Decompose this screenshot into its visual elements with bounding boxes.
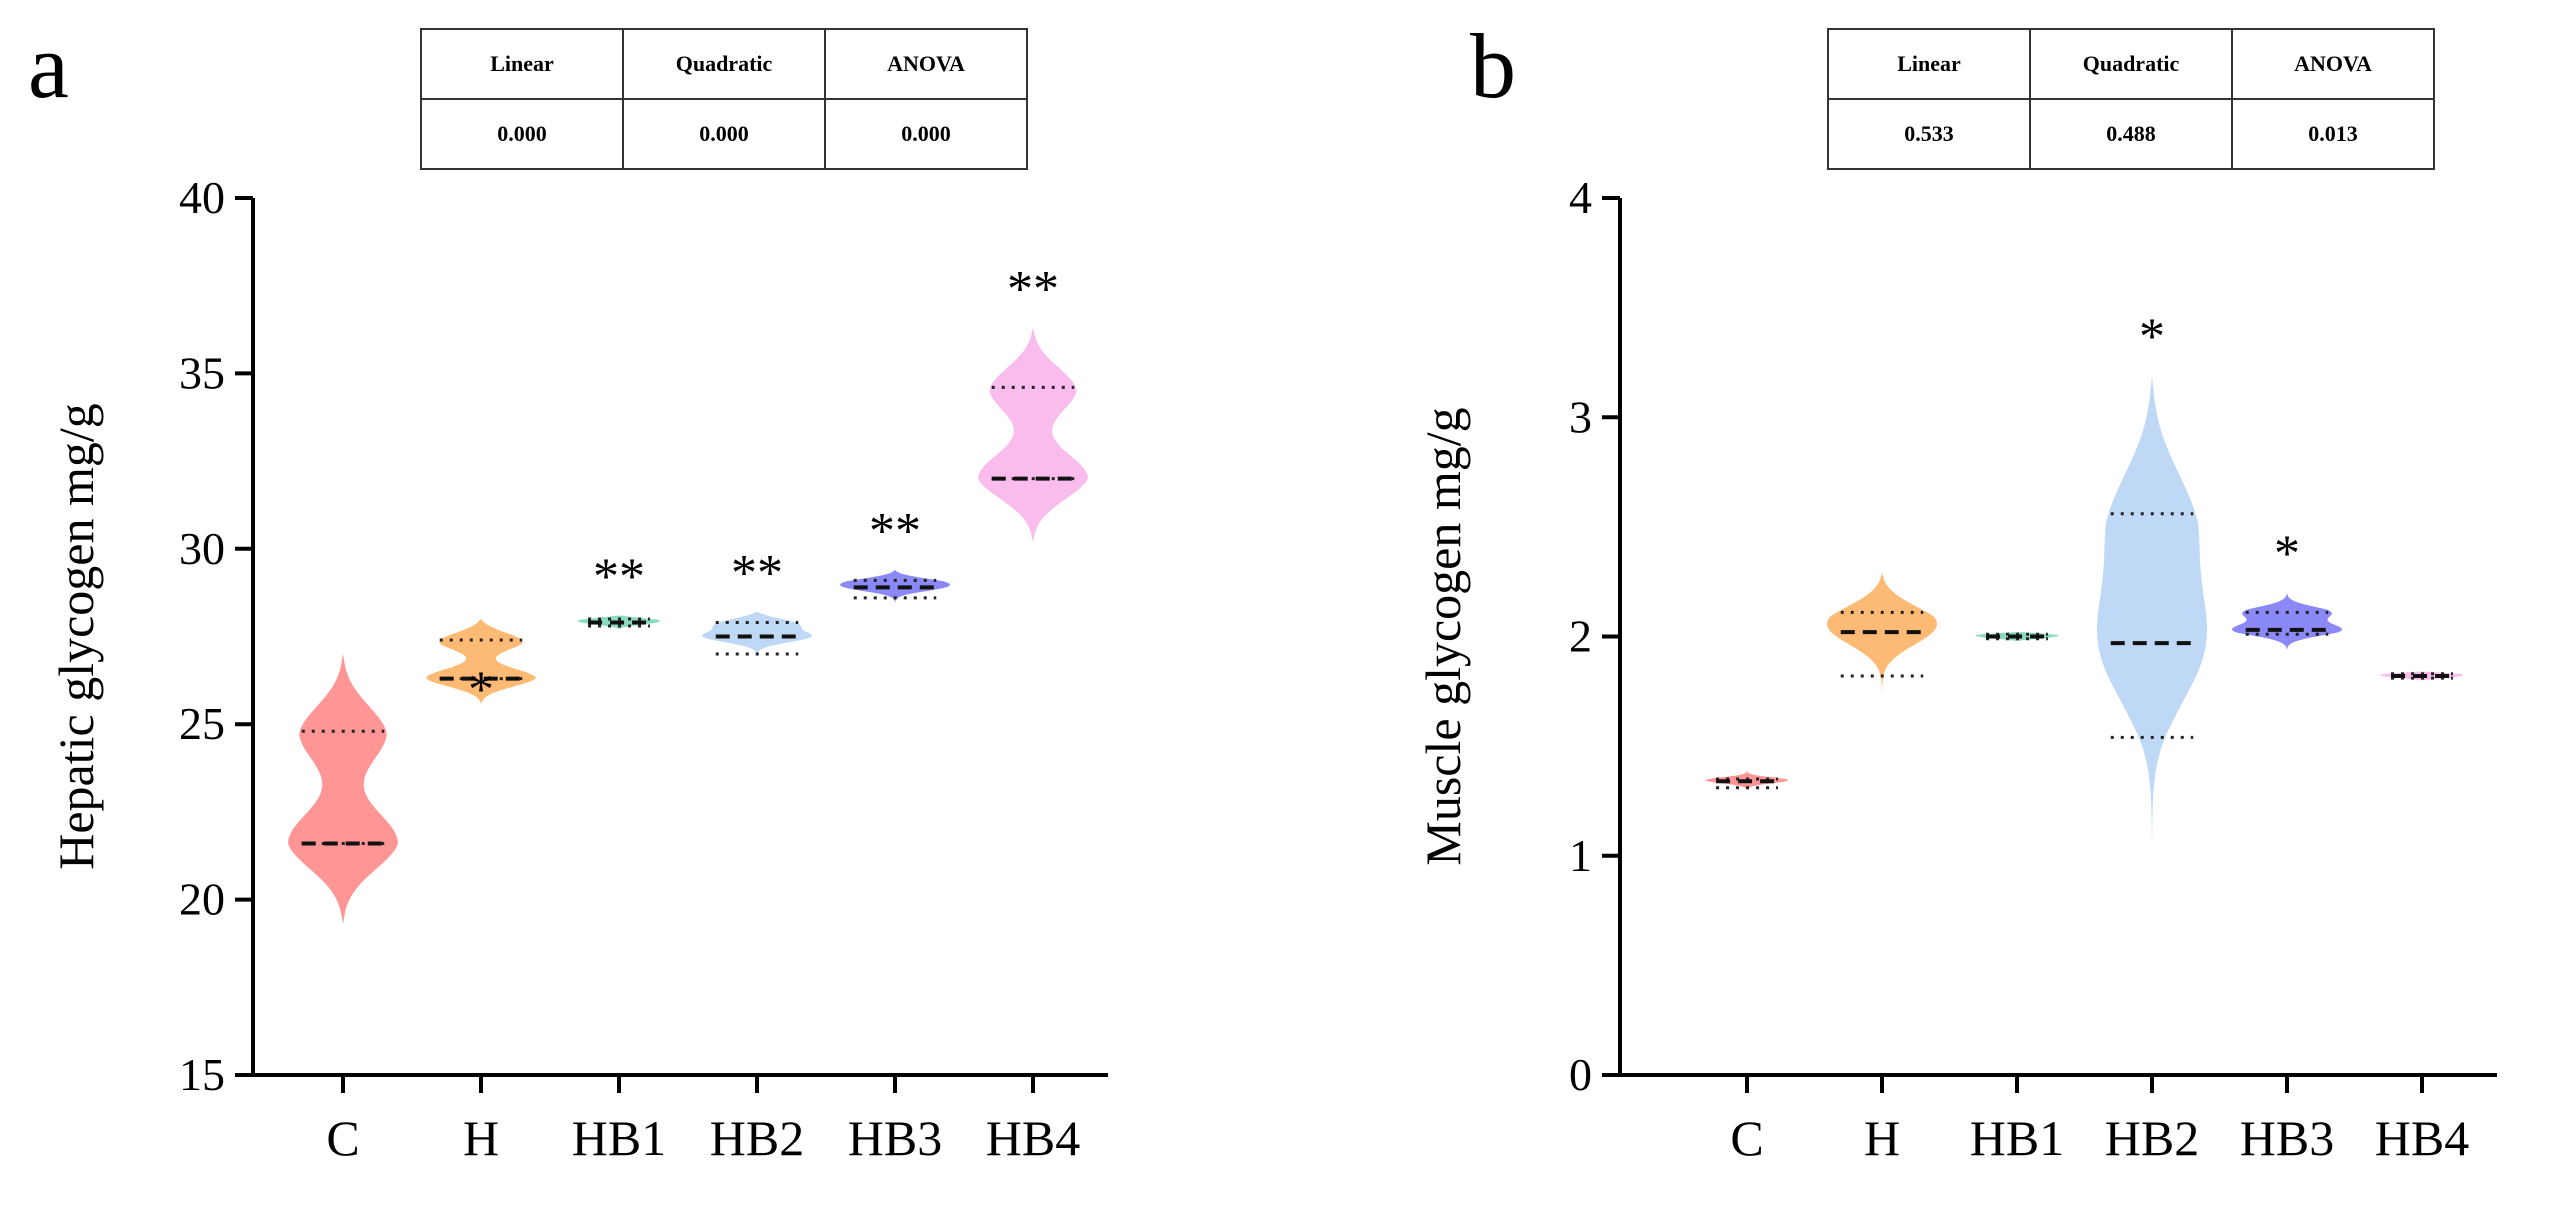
- x-tick-label: HB2: [710, 1110, 804, 1166]
- stats-header-quadratic: Quadratic: [622, 28, 826, 100]
- y-tick-label: 1: [1569, 830, 1592, 881]
- panel-a: a Linear Quadratic ANOVA 0.000 0.000 0.0…: [28, 15, 1108, 1166]
- significance-marker: **: [593, 548, 645, 605]
- hepatic-glycogen-violin-chart: 15 20 25 30 35 40 Hepatic glycogen mg/g C H * HB1 *…: [48, 172, 1108, 1166]
- y-tick-label: 0: [1569, 1049, 1592, 1100]
- significance-marker: **: [731, 545, 783, 602]
- significance-marker: *: [468, 662, 494, 719]
- x-tick-label: HB2: [2105, 1110, 2199, 1166]
- x-tick-label: C: [326, 1110, 359, 1166]
- panel-b: b Linear Quadratic ANOVA 0.533 0.488 0.0…: [1275, 0, 2549, 1205]
- x-tick-label: HB1: [572, 1110, 666, 1166]
- stats-header-linear: Linear: [420, 28, 624, 100]
- y-tick-label: 35: [179, 347, 225, 398]
- y-axis-label: Muscle glycogen mg/g: [1415, 407, 1471, 865]
- stats-table: Linear Quadratic ANOVA 0.000 0.000 0.000: [420, 28, 1028, 170]
- stats-table: Linear Quadratic ANOVA 0.533 0.488 0.013: [1827, 28, 2435, 170]
- y-tick-label: 3: [1569, 391, 1592, 442]
- violin-HB2: [2097, 375, 2207, 872]
- y-tick-label: 4: [1569, 172, 1592, 223]
- significance-marker: *: [2274, 526, 2300, 583]
- x-tick-label: H: [1864, 1110, 1900, 1166]
- x-tick-label: HB3: [848, 1110, 942, 1166]
- stats-value-anova: 0.013: [2231, 98, 2435, 170]
- x-tick-label: HB4: [2375, 1110, 2469, 1166]
- x-tick-label: HB4: [986, 1110, 1080, 1166]
- y-tick-label: 25: [179, 698, 225, 749]
- violin-HB2: [702, 611, 812, 662]
- significance-marker: **: [1007, 261, 1059, 318]
- violin-H: [426, 619, 536, 704]
- significance-marker: **: [869, 503, 921, 560]
- significance-marker: *: [2139, 309, 2165, 366]
- y-tick-label: 2: [1569, 611, 1592, 662]
- stats-value-anova: 0.000: [824, 98, 1028, 170]
- stats-value-linear: 0.533: [1827, 98, 2031, 170]
- panel-letter: a: [28, 15, 69, 117]
- muscle-glycogen-violin-chart: 0 1 2 3 4 Muscle glycogen mg/g C H HB1 HB2 * HB3 * HB…: [1415, 172, 2497, 1166]
- violin-HB3: [2232, 592, 2342, 650]
- y-axis-label: Hepatic glycogen mg/g: [48, 403, 104, 870]
- x-tick-label: HB3: [2240, 1110, 2334, 1166]
- violin-H: [1827, 572, 1937, 720]
- violin-HB4: [978, 327, 1088, 542]
- panel-letter: b: [1470, 15, 1516, 117]
- y-tick-label: 30: [179, 523, 225, 574]
- stats-value-quadratic: 0.488: [2029, 98, 2233, 170]
- y-tick-label: 15: [179, 1049, 225, 1100]
- y-tick-label: 20: [179, 874, 225, 925]
- y-tick-label: 40: [179, 172, 225, 223]
- x-tick-label: H: [463, 1110, 499, 1166]
- stats-header-anova: ANOVA: [824, 28, 1028, 100]
- violin-HB3: [840, 569, 950, 609]
- stats-value-quadratic: 0.000: [622, 98, 826, 170]
- x-tick-label: HB1: [1970, 1110, 2064, 1166]
- stats-header-quadratic: Quadratic: [2029, 28, 2233, 100]
- violin-C: [288, 654, 398, 925]
- stats-value-linear: 0.000: [420, 98, 624, 170]
- stats-header-anova: ANOVA: [2231, 28, 2435, 100]
- x-tick-label: C: [1730, 1110, 1763, 1166]
- stats-header-linear: Linear: [1827, 28, 2031, 100]
